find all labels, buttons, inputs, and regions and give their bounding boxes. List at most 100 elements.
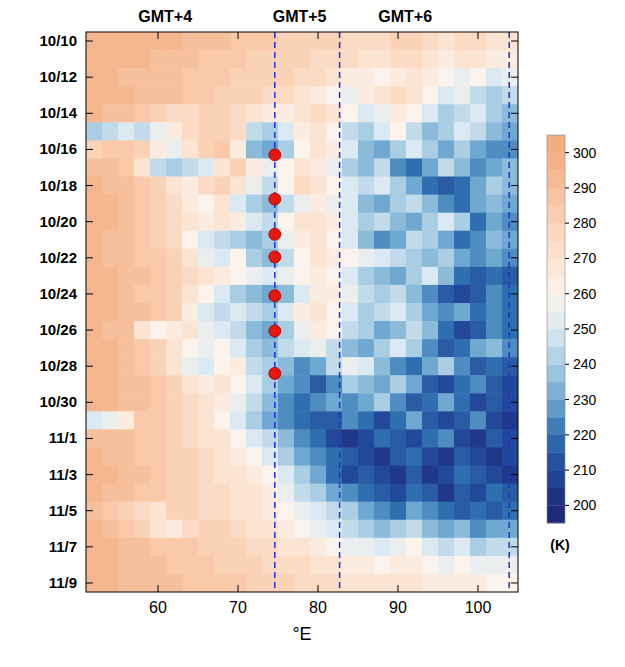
colorbar-band xyxy=(547,311,565,329)
heat-cell xyxy=(118,158,135,177)
heat-cell xyxy=(102,375,119,394)
heat-cell xyxy=(406,68,423,87)
heat-cell xyxy=(166,177,183,196)
heat-cell xyxy=(230,177,247,196)
heat-cell xyxy=(486,484,503,503)
colorbar-tick-label: 200 xyxy=(573,497,597,513)
colorbar-band xyxy=(547,505,565,523)
y-tick xyxy=(86,293,93,294)
heat-cell xyxy=(486,429,503,448)
heat-cell xyxy=(486,32,503,51)
plot-frame xyxy=(86,32,518,592)
heat-cell xyxy=(230,484,247,503)
heat-cell xyxy=(502,104,518,123)
heat-cell xyxy=(310,267,327,286)
heat-cell xyxy=(102,68,119,87)
heat-cell xyxy=(502,249,518,268)
heat-cell xyxy=(102,104,119,123)
heat-cell xyxy=(294,357,311,376)
heat-cell xyxy=(150,520,167,539)
colorbar-band xyxy=(547,417,565,435)
x-tick xyxy=(478,585,479,592)
heat-cell xyxy=(454,50,471,69)
heat-cell xyxy=(118,447,135,466)
heat-cell xyxy=(150,213,167,232)
heat-cell xyxy=(454,104,471,123)
heat-cell xyxy=(134,357,151,376)
heat-cell xyxy=(454,466,471,485)
heat-cell xyxy=(214,393,231,412)
heat-cell xyxy=(198,484,215,503)
heat-cell xyxy=(102,538,119,557)
heat-cell xyxy=(278,68,295,87)
heat-cell xyxy=(390,556,407,575)
event-point xyxy=(269,251,281,263)
heat-cell xyxy=(198,140,215,159)
heat-cell xyxy=(502,86,518,105)
heat-cell xyxy=(406,213,423,232)
heat-cell xyxy=(374,375,391,394)
y-tick xyxy=(86,510,93,511)
heat-cell xyxy=(374,393,391,412)
heat-cell xyxy=(118,375,135,394)
reference-line xyxy=(274,32,276,592)
heat-cell xyxy=(262,574,279,592)
heat-cell xyxy=(342,267,359,286)
heat-cell xyxy=(150,393,167,412)
event-point xyxy=(269,193,281,205)
heat-cell xyxy=(358,429,375,448)
colorbar-band xyxy=(547,206,565,224)
colorbar-tick-label: 260 xyxy=(573,286,597,302)
heat-cell xyxy=(102,50,119,69)
heat-cell xyxy=(454,357,471,376)
heat-cell xyxy=(230,520,247,539)
heat-cell xyxy=(422,375,439,394)
heat-cell xyxy=(358,556,375,575)
heat-cell xyxy=(390,321,407,340)
colorbar-tick xyxy=(565,187,569,188)
heat-cell xyxy=(406,502,423,521)
heat-cell xyxy=(118,466,135,485)
colorbar-band xyxy=(547,347,565,365)
x-tick-label: 80 xyxy=(309,599,327,616)
heat-cell xyxy=(118,429,135,448)
heat-cell xyxy=(486,140,503,159)
heat-cell xyxy=(118,411,135,430)
heat-cell xyxy=(406,574,423,592)
heat-cell xyxy=(278,520,295,539)
heat-cell xyxy=(182,249,199,268)
heat-cell xyxy=(310,249,327,268)
heat-cell xyxy=(278,538,295,557)
heat-cell xyxy=(246,538,263,557)
heat-cell xyxy=(358,50,375,69)
heat-cell xyxy=(118,574,135,592)
heat-cell xyxy=(262,556,279,575)
heat-cell xyxy=(342,466,359,485)
heat-cell xyxy=(486,249,503,268)
heat-cell xyxy=(470,484,487,503)
heat-cell xyxy=(198,303,215,322)
heat-cell xyxy=(118,140,135,159)
y-tick-right xyxy=(511,113,518,114)
heat-cell xyxy=(502,574,518,592)
heat-cell xyxy=(406,484,423,503)
x-tick-label: 60 xyxy=(149,599,167,616)
heat-cell xyxy=(294,213,311,232)
heat-cell xyxy=(438,104,455,123)
colorbar-tick xyxy=(565,293,569,294)
heat-cell xyxy=(246,50,263,69)
heat-cell xyxy=(358,303,375,322)
heat-cell xyxy=(150,466,167,485)
heat-cell xyxy=(342,556,359,575)
heat-cell xyxy=(454,411,471,430)
heat-cell xyxy=(86,249,103,268)
heat-cell xyxy=(470,339,487,358)
colorbar-tick-label: 300 xyxy=(573,145,597,161)
heat-cell xyxy=(118,357,135,376)
heat-cell xyxy=(150,556,167,575)
heat-cell xyxy=(214,538,231,557)
heat-cell xyxy=(486,267,503,286)
heat-cell xyxy=(214,502,231,521)
heat-cell xyxy=(86,303,103,322)
zone-label: GMT+4 xyxy=(138,8,192,25)
